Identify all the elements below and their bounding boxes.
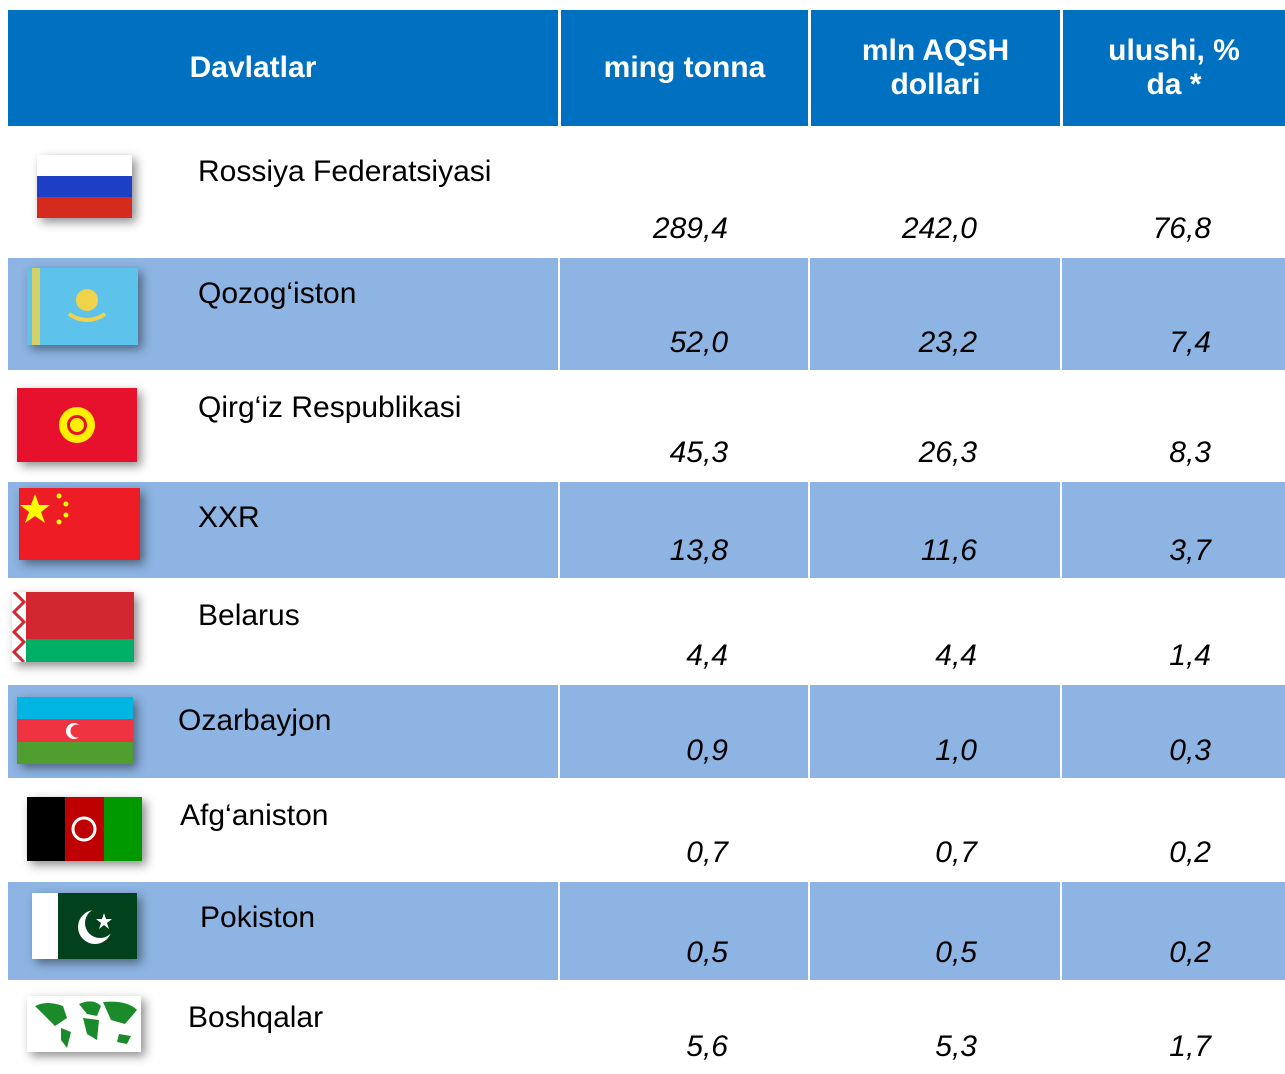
value-cell: 1,0	[935, 734, 977, 767]
value-cell: 23,2	[918, 326, 977, 359]
flag	[17, 388, 147, 472]
value-cell: 0,9	[686, 734, 728, 767]
flag	[19, 488, 150, 570]
flag	[17, 697, 143, 774]
flag	[27, 268, 148, 355]
value-cell: 0,2	[1169, 936, 1211, 969]
cell-divider	[1060, 480, 1062, 578]
cell-divider	[558, 480, 560, 578]
country-name: Afg‘aniston	[180, 799, 329, 832]
value-cell: 52,0	[669, 326, 728, 359]
header-cell: Davlatlar	[189, 51, 317, 84]
flag	[27, 797, 152, 871]
value-cell: 7,4	[1169, 326, 1211, 359]
header-bg	[8, 10, 1285, 126]
header-cell: ulushi, % da *	[1060, 10, 1285, 126]
value-cell: 26,3	[918, 436, 977, 469]
header-cell: mln AQSH dollari	[808, 10, 1060, 126]
value-cell: 5,3	[935, 1030, 977, 1063]
value-cell: 0,5	[935, 936, 977, 969]
cell-divider	[558, 880, 560, 980]
value-cell: 242,0	[901, 212, 977, 245]
value-cell: 4,4	[935, 639, 977, 672]
value-cell: 0,2	[1169, 836, 1211, 869]
cell-divider	[1060, 880, 1062, 980]
country-name: XXR	[198, 501, 260, 534]
country-name: Ozarbayjon	[178, 704, 332, 737]
value-cell: 289,4	[652, 212, 728, 245]
value-cell: 11,6	[920, 534, 977, 567]
value-cell: 5,6	[686, 1030, 728, 1063]
flag	[32, 893, 147, 969]
row-bg	[8, 256, 1285, 370]
flag	[11, 590, 144, 672]
value-cell: 3,7	[1169, 534, 1211, 567]
flag	[27, 996, 151, 1062]
cell-divider	[558, 256, 560, 370]
value-cell: 0,7	[686, 836, 728, 869]
country-name: Qozog‘iston	[198, 277, 357, 310]
row-bg	[8, 880, 1285, 980]
cell-divider	[808, 256, 810, 370]
flag	[37, 155, 142, 228]
value-cell: 0,7	[935, 836, 977, 869]
cell-divider	[808, 480, 810, 578]
country-name: Rossiya Federatsiyasi	[198, 155, 492, 188]
cell-divider	[808, 880, 810, 980]
country-name: Qirg‘iz Respublikasi	[198, 391, 462, 424]
value-cell: 45,3	[669, 436, 728, 469]
value-cell: 4,4	[686, 639, 728, 672]
row-bg	[8, 480, 1285, 578]
value-cell: 0,3	[1169, 734, 1211, 767]
country-name: Boshqalar	[188, 1001, 324, 1034]
header-cell: ming tonna	[558, 10, 808, 126]
value-cell: 1,7	[1169, 1030, 1211, 1063]
value-cell: 76,8	[1152, 212, 1211, 245]
value-cell: 13,8	[669, 534, 728, 567]
cell-divider	[1060, 683, 1062, 778]
cell-divider	[558, 683, 560, 778]
cell-divider	[808, 683, 810, 778]
value-cell: 1,4	[1169, 639, 1211, 672]
value-cell: 0,5	[686, 936, 728, 969]
country-name: Belarus	[198, 599, 300, 632]
row-bg	[8, 683, 1285, 778]
value-cell: 8,3	[1169, 436, 1211, 469]
cell-divider	[1060, 256, 1062, 370]
country-name: Pokiston	[200, 901, 316, 934]
